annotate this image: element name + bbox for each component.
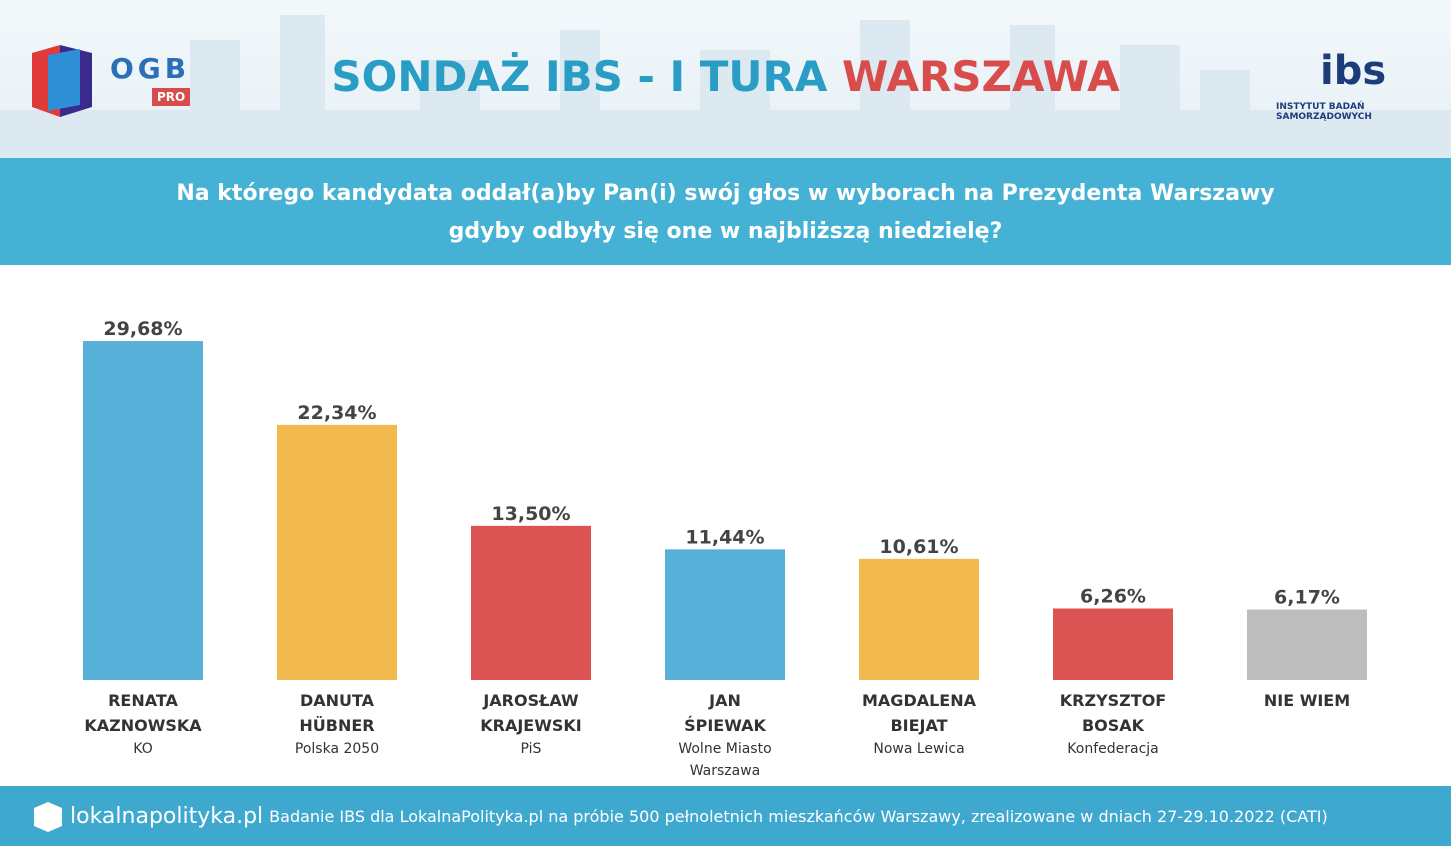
ogb-logo: OGB <box>110 52 191 85</box>
header: OGB PRO SONDAŻ IBS - I TURA WARSZAWA ibs… <box>0 0 1451 158</box>
candidate-name: JAROSŁAW KRAJEWSKI <box>480 691 582 735</box>
value-label: 13,50% <box>491 503 570 525</box>
candidate-name: MAGDALENA BIEJAT <box>862 691 976 735</box>
question-line: Na którego kandydata oddał(a)by Pan(i) s… <box>176 181 1275 206</box>
value-label: 22,34% <box>297 402 376 424</box>
candidate-name: DANUTA HÜBNER <box>299 691 375 735</box>
party-name: Polska 2050 <box>294 741 380 757</box>
footer-note: Badanie IBS dla LokalnaPolityka.pl na pr… <box>269 806 1328 826</box>
title-text: SONDAŻ IBS - I TURA <box>331 52 828 101</box>
value-label: 11,44% <box>685 526 764 548</box>
category-label: DANUTA HÜBNER Polska 2050 <box>252 688 422 760</box>
category-label: NIE WIEM <box>1222 688 1392 713</box>
footer: lokalnapolityka.pl Badanie IBS dla Lokal… <box>0 786 1451 846</box>
category-label: JAN ŚPIEWAK Wolne Miasto Warszawa <box>640 688 810 782</box>
value-label: 6,17% <box>1274 587 1340 609</box>
party-name: Wolne Miasto Warszawa <box>678 741 772 779</box>
category-label: KRZYSZTOF BOSAK Konfederacja <box>1028 688 1198 760</box>
bar <box>83 341 203 680</box>
ogb-badge: PRO <box>152 88 191 106</box>
category-label: JAROSŁAW KRAJEWSKI PiS <box>446 688 616 760</box>
ogb-logo-icon <box>32 45 92 117</box>
question-line: gdyby odbyły się one w najbliższą niedzi… <box>448 219 1003 244</box>
party-name: PiS <box>520 741 542 757</box>
ibs-logo: ibs <box>1320 48 1387 94</box>
bar <box>859 558 979 680</box>
candidate-name: KRZYSZTOF BOSAK <box>1059 691 1167 735</box>
brand: lokalnapolityka.pl <box>70 803 264 829</box>
bar <box>1247 609 1367 680</box>
brand-icon <box>34 802 62 832</box>
value-label: 10,61% <box>879 536 958 558</box>
party-name: Nowa Lewica <box>873 741 965 757</box>
bar <box>665 549 785 680</box>
candidate-name: JAN ŚPIEWAK <box>684 691 766 735</box>
bar <box>471 525 591 680</box>
bar <box>1053 608 1173 680</box>
candidate-name: NIE WIEM <box>1263 691 1351 710</box>
category-label: RENATA KAZNOWSKA KO <box>58 688 228 760</box>
category-label: MAGDALENA BIEJAT Nowa Lewica <box>834 688 1004 760</box>
party-name: KO <box>133 741 153 757</box>
skyline <box>0 15 1451 158</box>
value-label: 29,68% <box>103 318 182 340</box>
question: Na którego kandydata oddał(a)by Pan(i) s… <box>0 158 1451 265</box>
title: SONDAŻ IBS - I TURA WARSZAWA <box>0 52 1451 101</box>
bar <box>277 424 397 680</box>
party-name: Konfederacja <box>1067 741 1159 757</box>
value-label: 6,26% <box>1080 586 1146 608</box>
ibs-caption: INSTYTUT BADAŃ SAMORZĄDOWYCH <box>1276 102 1372 122</box>
candidate-name: RENATA KAZNOWSKA <box>84 691 202 735</box>
chart: 29,68% 22,34% 13,50% 11,44% 10,61% 6,26% 6,17% <box>83 318 1367 680</box>
title-highlight: WARSZAWA <box>842 52 1120 101</box>
